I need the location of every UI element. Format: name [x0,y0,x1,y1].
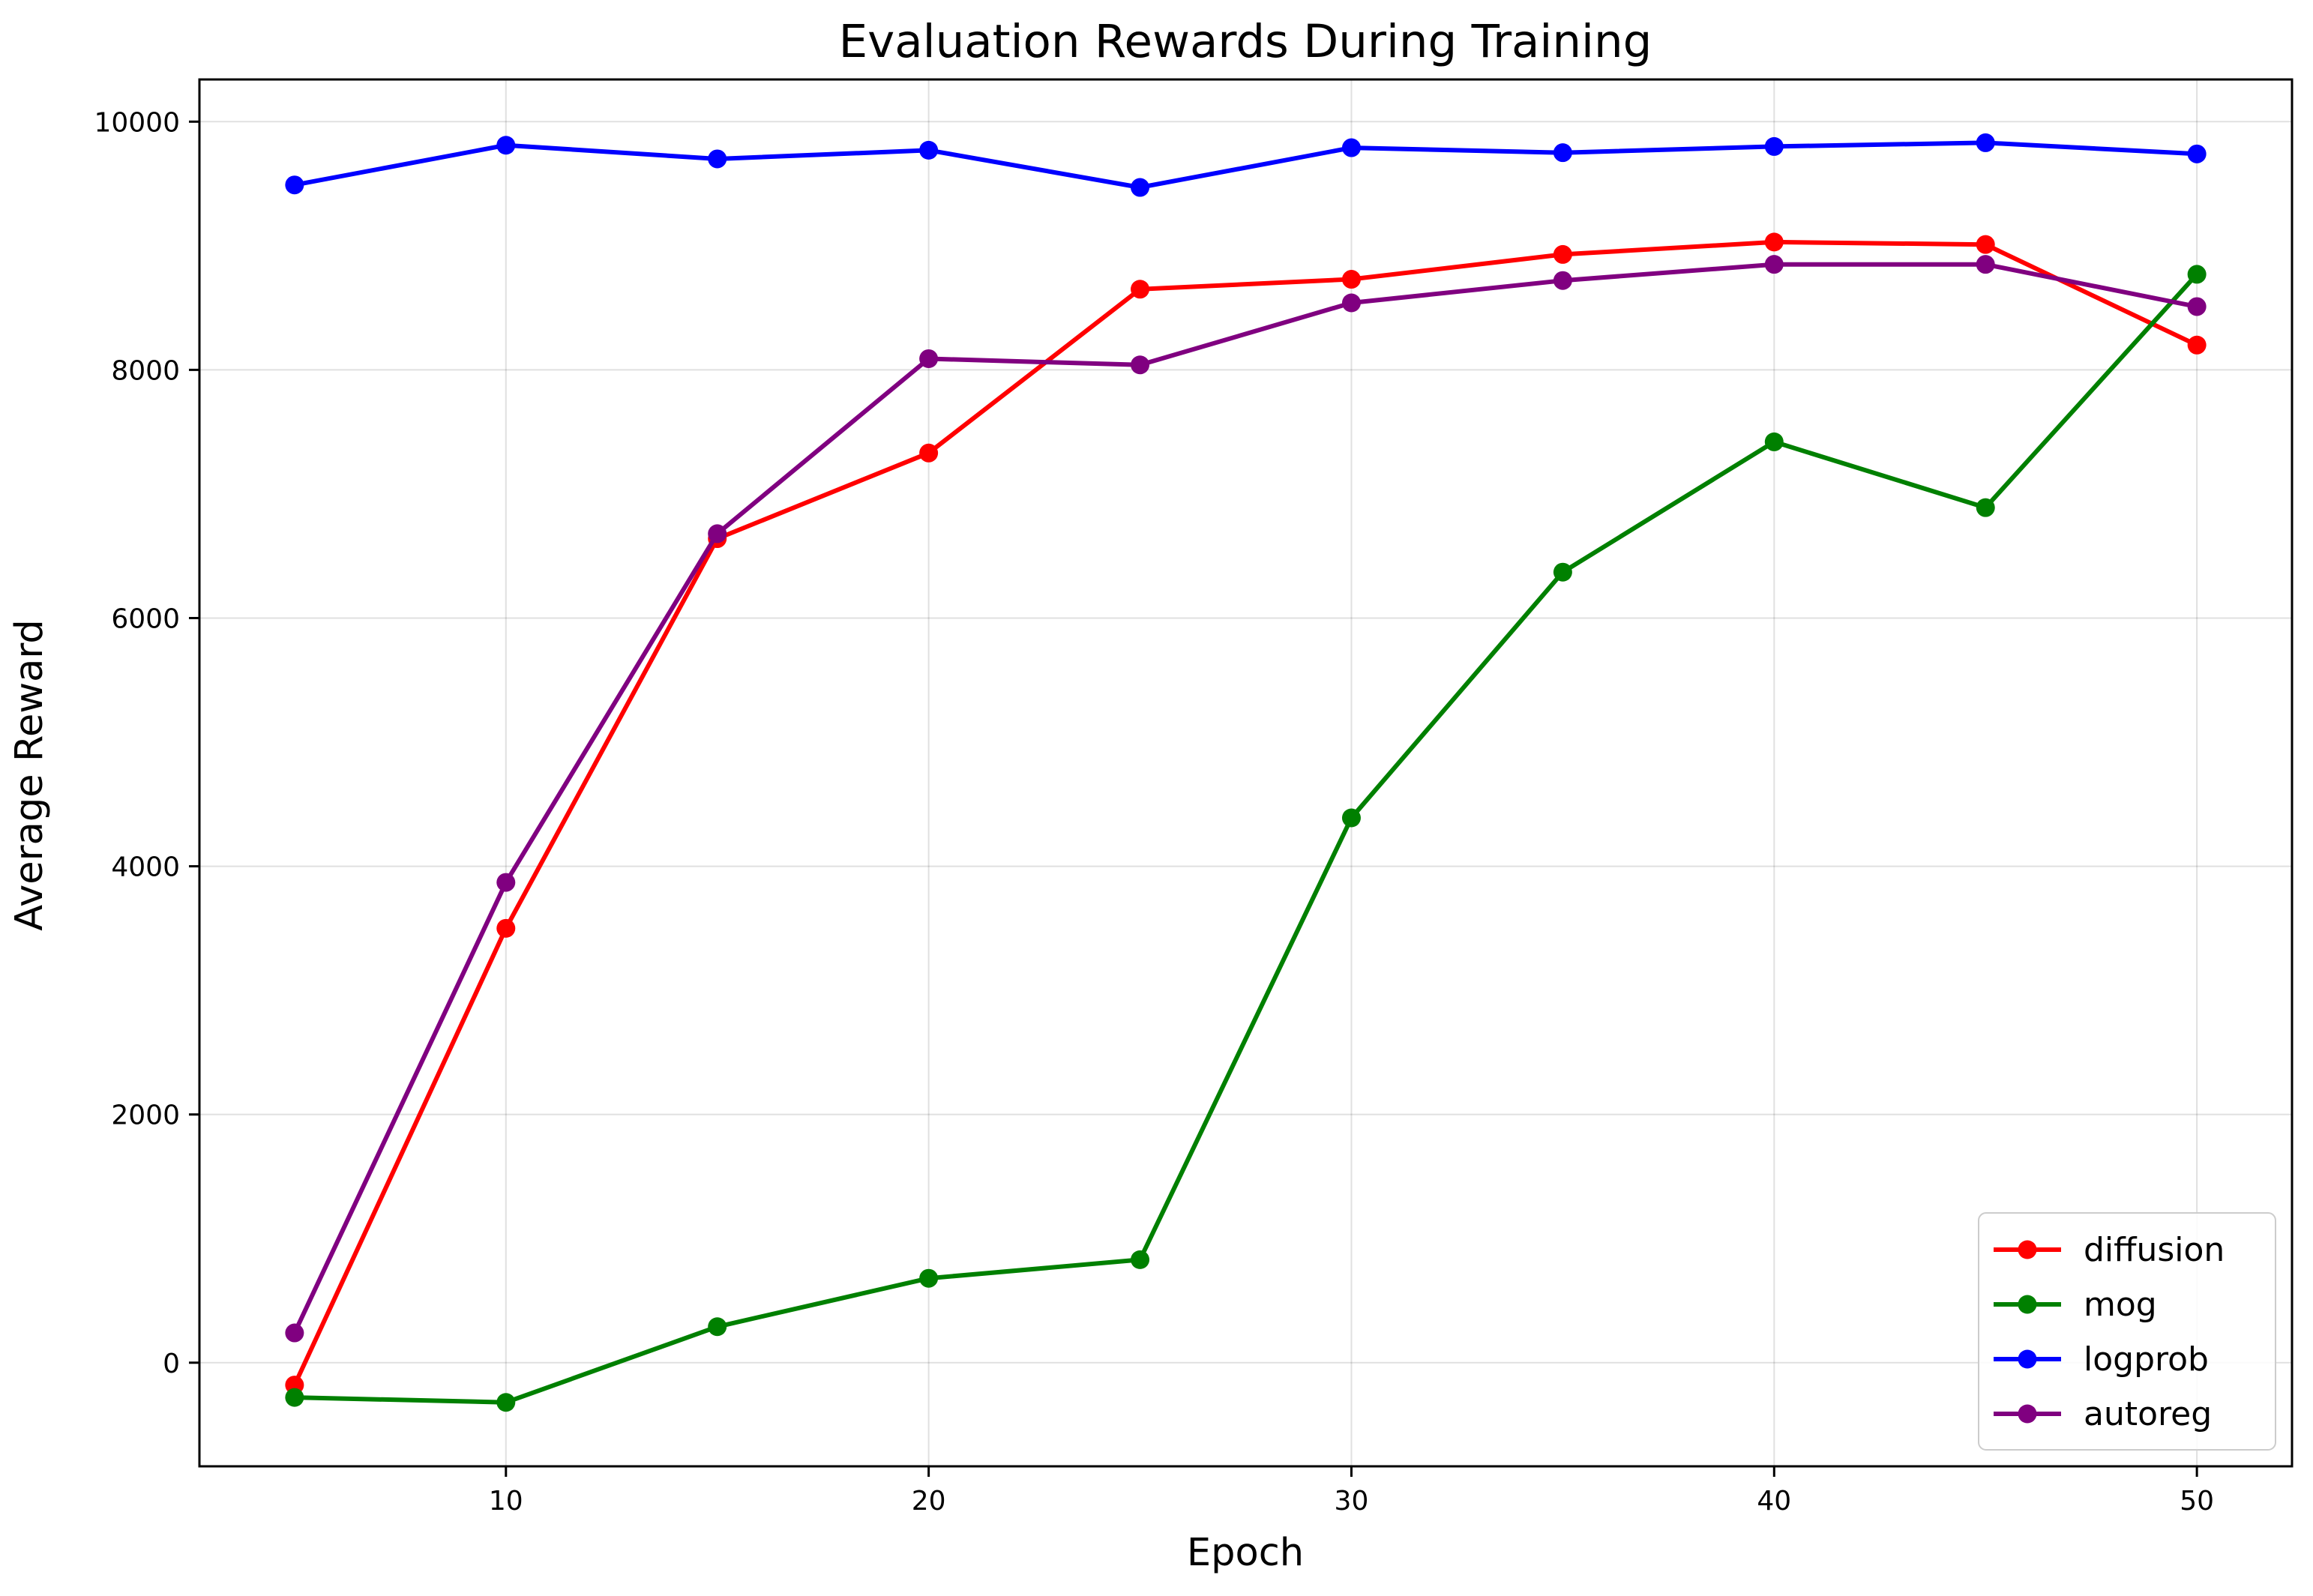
data-point-logprob [708,149,727,169]
data-point-diffusion [919,443,939,463]
data-point-logprob [1131,178,1150,197]
series-line-logprob [292,140,2200,190]
data-point-diffusion [496,918,516,938]
data-point-logprob [496,136,516,155]
data-point-autoreg [496,873,516,892]
x-axis: 10 20 30 40 50 [489,1466,2214,1517]
y-axis: 0 2000 4000 6000 8000 10000 [94,107,199,1379]
legend-marker [2018,1349,2037,1369]
data-point-mog [285,1388,304,1407]
legend-label: mog [2084,1286,2157,1324]
data-point-mog [1341,808,1361,828]
legend: diffusion mog logprob autoreg [1978,1212,2276,1451]
x-tick-label: 20 [912,1486,946,1517]
y-tick-label: 0 [163,1349,180,1379]
data-point-diffusion [1341,270,1361,289]
legend-label: diffusion [2084,1231,2225,1269]
plot-frame [198,78,2294,1468]
data-point-logprob [1341,138,1361,157]
y-tick-label: 8000 [111,355,180,386]
data-point-autoreg [708,524,727,543]
legend-label: autoreg [2084,1395,2212,1433]
data-point-logprob [1553,143,1572,163]
legend-item-diffusion: diffusion [1994,1231,2225,1269]
x-tick-label: 40 [1757,1486,1791,1517]
legend-marker [2018,1240,2037,1259]
data-point-mog [496,1393,516,1412]
series-line-diffusion [292,239,2200,1388]
legend-marker [2018,1404,2037,1424]
data-point-autoreg [1341,293,1361,313]
data-point-autoreg [1131,355,1150,375]
legend-item-autoreg: autoreg [1994,1395,2212,1433]
chart-title: Evaluation Rewards During Training [839,15,1652,68]
x-axis-label: Epoch [1187,1531,1304,1575]
data-point-autoreg [285,1323,304,1343]
data-point-mog [1131,1250,1150,1269]
data-point-diffusion [2187,335,2207,355]
data-point-logprob [1976,133,1995,152]
data-point-logprob [1764,136,1784,156]
data-point-logprob [2187,144,2207,163]
series-logprob [285,133,2207,197]
data-point-diffusion [1764,232,1784,252]
y-tick-label: 4000 [111,852,180,883]
x-tick-label: 50 [2180,1486,2214,1517]
data-point-mog [708,1317,727,1337]
y-tick-label: 2000 [111,1100,180,1131]
series-mog [285,265,2207,1412]
data-point-mog [919,1268,939,1288]
data-series [285,133,2207,1412]
data-point-autoreg [919,349,939,368]
legend-label: logprob [2084,1340,2209,1379]
data-point-logprob [285,175,304,195]
data-point-autoreg [1553,271,1572,290]
legend-box [1978,1212,2276,1451]
data-point-diffusion [1131,280,1150,299]
legend-marker [2018,1295,2037,1314]
legend-item-logprob: logprob [1994,1340,2209,1379]
data-point-mog [2187,265,2207,284]
data-point-autoreg [1764,255,1784,274]
legend-item-mog: mog [1994,1286,2157,1324]
data-point-mog [1553,562,1572,582]
data-point-diffusion [1553,244,1572,264]
series-line-autoreg [292,262,2200,1335]
data-point-autoreg [2187,297,2207,316]
series-autoreg [285,255,2207,1343]
data-point-autoreg [1976,255,1995,274]
data-point-logprob [919,140,939,160]
data-point-diffusion [1976,235,1995,254]
y-tick-label: 10000 [94,107,180,138]
x-tick-label: 10 [489,1486,523,1517]
series-line-mog [292,271,2200,1405]
data-point-mog [1976,498,1995,517]
y-tick-label: 6000 [111,603,180,634]
x-tick-label: 30 [1335,1486,1369,1517]
y-axis-label: Average Reward [7,619,52,931]
data-point-mog [1764,432,1784,451]
